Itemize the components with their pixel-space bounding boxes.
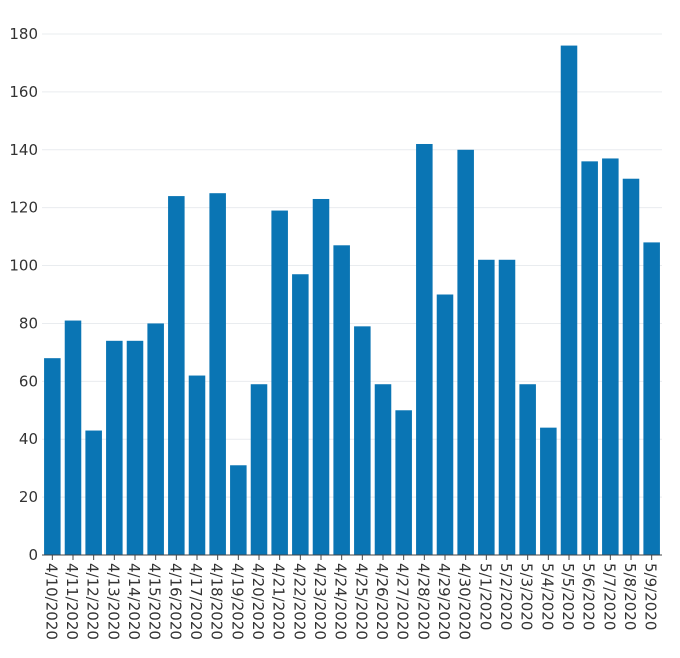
bar-4/23/2020 <box>312 198 330 555</box>
x-tick-label: 4/24/2020 <box>332 563 350 640</box>
bar-4/14/2020 <box>126 340 144 555</box>
bar-5/8/2020 <box>622 178 640 555</box>
bar-4/28/2020 <box>416 143 433 555</box>
bar-4/24/2020 <box>333 245 350 556</box>
x-tick-label: 5/4/2020 <box>538 563 556 630</box>
y-tick-label: 160 <box>9 83 38 101</box>
y-tick-label: 120 <box>9 199 38 217</box>
y-tick-label: 80 <box>19 314 38 332</box>
x-tick-label: 4/20/2020 <box>249 563 267 640</box>
bars <box>44 45 660 556</box>
bar-4/16/2020 <box>168 196 185 556</box>
y-tick-label: 60 <box>19 372 38 390</box>
y-tick-label: 100 <box>9 257 38 275</box>
x-tick-label: 4/23/2020 <box>311 563 329 640</box>
x-tick-label: 5/5/2020 <box>559 563 577 630</box>
bar-5/4/2020 <box>540 427 557 555</box>
y-axis-ticks: 0 20 40 60 80 100 120 140 160 180 <box>9 25 38 564</box>
y-tick-label: 0 <box>28 546 38 564</box>
bar-5/9/2020 <box>643 242 660 555</box>
bar-4/15/2020 <box>147 323 164 555</box>
bar-4/22/2020 <box>292 274 309 555</box>
bar-4/19/2020 <box>230 465 247 555</box>
x-tick-label: 4/25/2020 <box>352 563 370 640</box>
x-tick-label: 4/13/2020 <box>104 563 122 640</box>
y-tick-label: 140 <box>9 141 38 159</box>
x-tick-label: 5/2/2020 <box>497 563 515 630</box>
bar-4/11/2020 <box>64 320 82 555</box>
bar-4/20/2020 <box>250 384 268 555</box>
x-tick-label: 5/7/2020 <box>600 563 618 630</box>
gridlines <box>42 33 662 498</box>
bar-5/2/2020 <box>498 259 516 555</box>
bar-4/29/2020 <box>436 294 454 555</box>
x-tick-label: 5/6/2020 <box>580 563 598 630</box>
x-tick-label: 4/27/2020 <box>394 563 412 640</box>
x-tick-label: 4/22/2020 <box>290 563 308 640</box>
x-tick-label: 4/21/2020 <box>270 563 288 640</box>
y-tick-label: 180 <box>9 25 38 43</box>
bar-4/18/2020 <box>209 193 226 555</box>
y-tick-label: 20 <box>19 488 38 506</box>
bar-4/17/2020 <box>188 375 206 555</box>
x-tick-label: 5/9/2020 <box>642 563 660 630</box>
x-tick-label: 5/1/2020 <box>476 563 494 630</box>
y-tick-label: 40 <box>19 430 38 448</box>
x-tick-label: 4/28/2020 <box>414 563 432 640</box>
bar-4/26/2020 <box>374 384 392 555</box>
x-tick-label: 4/11/2020 <box>63 563 81 640</box>
bar-5/7/2020 <box>602 158 619 555</box>
x-tick-label: 4/30/2020 <box>456 563 474 640</box>
bar-4/13/2020 <box>106 340 123 555</box>
bar-4/27/2020 <box>395 410 412 555</box>
bar-4/21/2020 <box>271 210 288 556</box>
bar-5/3/2020 <box>519 384 536 555</box>
x-tick-label: 4/26/2020 <box>373 563 391 640</box>
bar-5/1/2020 <box>478 259 495 555</box>
x-tick-label: 4/10/2020 <box>42 563 60 640</box>
x-axis-ticks: 4/10/2020 4/11/2020 4/12/2020 4/13/2020 4/14… <box>42 555 660 640</box>
x-tick-label: 5/8/2020 <box>621 563 639 630</box>
bar-5/6/2020 <box>581 161 598 555</box>
bar-4/12/2020 <box>85 430 102 555</box>
x-tick-label: 4/19/2020 <box>228 563 246 640</box>
x-tick-label: 4/12/2020 <box>84 563 102 640</box>
x-tick-label: 4/16/2020 <box>166 563 184 640</box>
bar-4/10/2020 <box>44 358 61 555</box>
x-tick-label: 5/3/2020 <box>518 563 536 630</box>
x-tick-label: 4/29/2020 <box>435 563 453 640</box>
x-tick-label: 4/18/2020 <box>208 563 226 640</box>
x-tick-label: 4/14/2020 <box>125 563 143 640</box>
bar-4/25/2020 <box>354 326 371 555</box>
x-tick-label: 4/17/2020 <box>187 563 205 640</box>
bar-5/5/2020 <box>560 45 578 555</box>
x-tick-label: 4/15/2020 <box>146 563 164 640</box>
bar-4/30/2020 <box>457 149 474 555</box>
